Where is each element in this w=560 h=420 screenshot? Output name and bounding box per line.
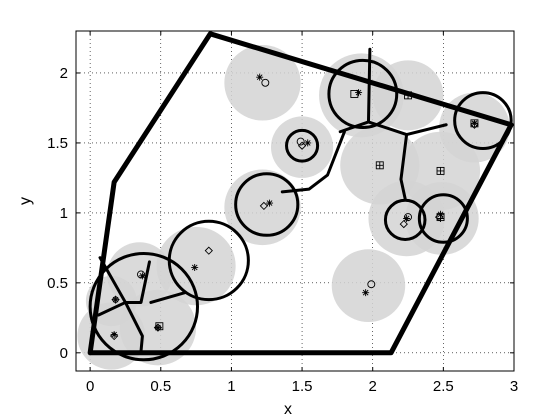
plus-marker — [376, 161, 384, 169]
asterisk-marker — [403, 214, 411, 222]
x-tick-label: 1.5 — [292, 378, 313, 395]
partition-edge — [399, 133, 409, 201]
boundary-polygon — [87, 31, 514, 356]
asterisk-marker — [304, 139, 312, 147]
circle-marker — [137, 270, 145, 279]
asterisk-marker — [138, 272, 146, 280]
square-marker — [350, 90, 359, 98]
asterisk-marker — [256, 73, 264, 81]
partition-edge — [405, 123, 448, 137]
partition-edge — [123, 300, 144, 353]
y-tick-label: 0.5 — [47, 275, 68, 292]
axes-frame — [75, 30, 515, 372]
asterisk-marker — [470, 119, 478, 127]
plus-marker — [437, 214, 445, 222]
region-circle — [285, 128, 320, 163]
asterisk-marker — [437, 210, 445, 218]
region-circle — [327, 58, 399, 130]
y-tick-label: 1.5 — [47, 135, 68, 152]
x-tick-label: 0 — [86, 378, 94, 395]
coverage-disk — [331, 249, 406, 323]
y-tick-label: 1 — [60, 205, 68, 222]
circle-marker — [261, 78, 270, 87]
coverage-disk — [270, 116, 334, 178]
x-axis-label: x — [284, 401, 292, 418]
region-circle — [417, 193, 469, 244]
asterisk-marker — [110, 331, 118, 339]
asterisk-marker — [355, 89, 363, 97]
y-axis-label: y — [17, 197, 34, 205]
square-marker — [470, 119, 479, 128]
asterisk-marker — [266, 199, 274, 207]
region-circle — [234, 172, 300, 237]
diamond-marker — [204, 246, 213, 255]
coverage-disk — [224, 44, 301, 121]
region-circle — [383, 198, 427, 241]
markers — [110, 73, 479, 341]
plus-marker — [437, 167, 445, 175]
region-circle — [88, 251, 200, 362]
region-circle — [167, 219, 250, 302]
ticks: 0 0.5 1 1.5 2 2.5 3 0 0.5 1 1.5 2 — [47, 31, 518, 395]
partition-edge — [97, 300, 127, 317]
partition-edge — [98, 256, 151, 304]
x-tick-label: 2.5 — [433, 378, 454, 395]
asterisk-marker — [362, 289, 370, 297]
region-circles — [88, 58, 513, 362]
x-tick-label: 3 — [510, 378, 518, 395]
asterisk-marker — [191, 263, 199, 271]
circle-marker — [404, 213, 412, 222]
region-circle — [453, 91, 513, 151]
y-tick-label: 0 — [60, 345, 68, 362]
partition-edge — [149, 291, 187, 304]
plot-content — [77, 31, 514, 370]
diamond-marker — [259, 201, 269, 211]
square-marker — [155, 322, 164, 331]
circle-marker — [367, 280, 376, 289]
asterisk-marker — [154, 324, 162, 332]
circle-marker — [296, 137, 305, 146]
asterisk-marker — [112, 296, 120, 304]
boundary — [87, 31, 514, 356]
plus-marker — [404, 91, 412, 99]
x-tick-label: 0.5 — [150, 378, 171, 395]
x-tick-label: 1 — [227, 378, 235, 395]
y-tick-label: 2 — [60, 65, 68, 82]
diamond-marker — [399, 219, 408, 229]
x-tick-label: 2 — [369, 378, 377, 395]
